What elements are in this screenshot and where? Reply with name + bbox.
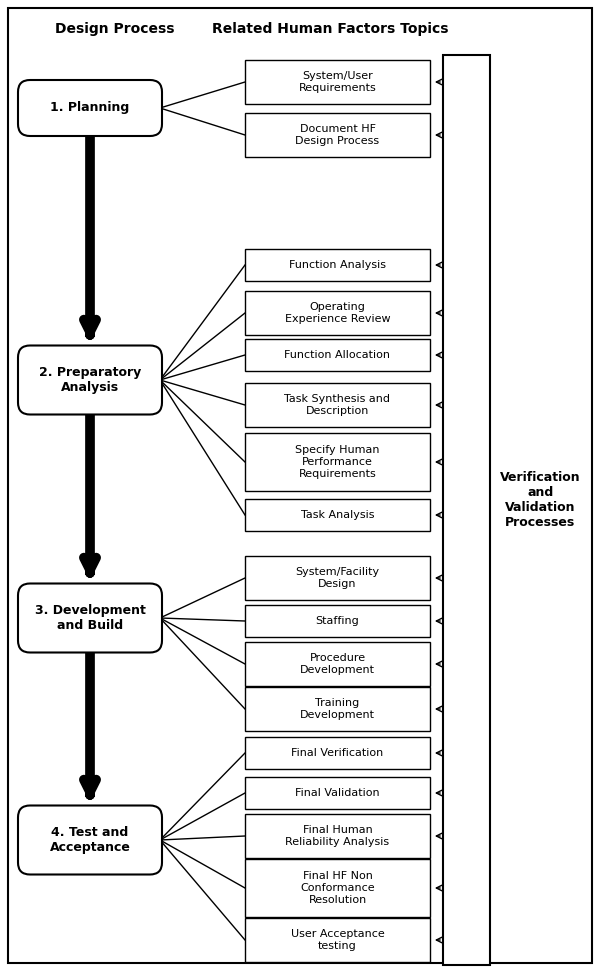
Bar: [245, 339, 430, 371]
Text: User Acceptance
testing: User Acceptance testing: [290, 929, 385, 951]
Text: Task Analysis: Task Analysis: [301, 510, 374, 520]
Bar: [443, 55, 490, 965]
Bar: [245, 859, 430, 917]
Text: 2. Preparatory
Analysis: 2. Preparatory Analysis: [39, 366, 141, 394]
Bar: [245, 687, 430, 731]
Bar: [245, 113, 430, 157]
Text: 4. Test and
Acceptance: 4. Test and Acceptance: [50, 826, 130, 854]
FancyBboxPatch shape: [18, 346, 162, 415]
Text: Staffing: Staffing: [316, 616, 359, 626]
Bar: [245, 383, 430, 427]
Text: System/Facility
Design: System/Facility Design: [295, 567, 380, 588]
Bar: [245, 249, 430, 281]
Bar: [245, 605, 430, 637]
Text: Function Allocation: Function Allocation: [284, 350, 391, 360]
Bar: [245, 814, 430, 858]
Bar: [245, 737, 430, 769]
FancyBboxPatch shape: [18, 584, 162, 653]
Bar: [245, 556, 430, 600]
Bar: [245, 60, 430, 104]
Text: Task Synthesis and
Description: Task Synthesis and Description: [284, 394, 391, 416]
Text: Final Validation: Final Validation: [295, 788, 380, 798]
Bar: [245, 433, 430, 491]
Text: System/User
Requirements: System/User Requirements: [299, 71, 376, 93]
Bar: [245, 291, 430, 335]
Text: Procedure
Development: Procedure Development: [300, 653, 375, 675]
Text: Related Human Factors Topics: Related Human Factors Topics: [212, 22, 448, 36]
Text: Training
Development: Training Development: [300, 698, 375, 720]
Text: Final Verification: Final Verification: [292, 748, 383, 758]
FancyBboxPatch shape: [18, 806, 162, 875]
Text: Document HF
Design Process: Document HF Design Process: [295, 124, 380, 146]
FancyBboxPatch shape: [18, 80, 162, 136]
Text: Operating
Experience Review: Operating Experience Review: [284, 302, 391, 323]
Text: Design Process: Design Process: [55, 22, 175, 36]
Bar: [245, 499, 430, 531]
Bar: [245, 642, 430, 686]
Bar: [245, 918, 430, 962]
Text: Specify Human
Performance
Requirements: Specify Human Performance Requirements: [295, 446, 380, 479]
Bar: [245, 777, 430, 809]
Text: Verification
and
Validation
Processes: Verification and Validation Processes: [500, 471, 581, 529]
Text: Final Human
Reliability Analysis: Final Human Reliability Analysis: [286, 825, 389, 847]
Text: Final HF Non
Conformance
Resolution: Final HF Non Conformance Resolution: [300, 871, 375, 905]
Text: Function Analysis: Function Analysis: [289, 260, 386, 270]
Text: 3. Development
and Build: 3. Development and Build: [35, 604, 145, 632]
Text: 1. Planning: 1. Planning: [50, 102, 130, 115]
